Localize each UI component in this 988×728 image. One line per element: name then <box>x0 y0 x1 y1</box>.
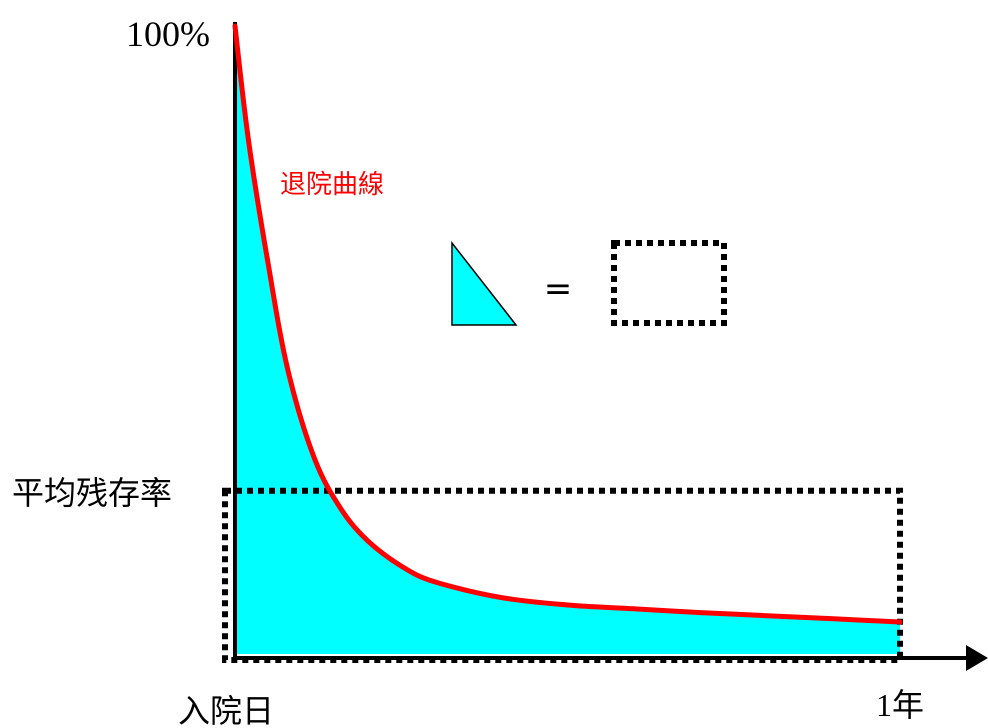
series-label: 退院曲線 <box>280 170 384 200</box>
triangle-area-symbol <box>451 240 518 326</box>
x-axis-end-label: 1年 <box>876 687 924 723</box>
y-axis-top-label: 100% <box>126 14 210 54</box>
equals-sign: = <box>544 269 573 309</box>
x-axis-arrowhead <box>966 645 988 671</box>
dotted-box-symbol <box>611 240 727 326</box>
reference-level-label: 平均残存率 <box>12 474 172 512</box>
remaining-area <box>235 26 900 654</box>
discharge-curve-line <box>232 23 903 625</box>
x-axis-start-label: 入院日 <box>178 692 274 728</box>
